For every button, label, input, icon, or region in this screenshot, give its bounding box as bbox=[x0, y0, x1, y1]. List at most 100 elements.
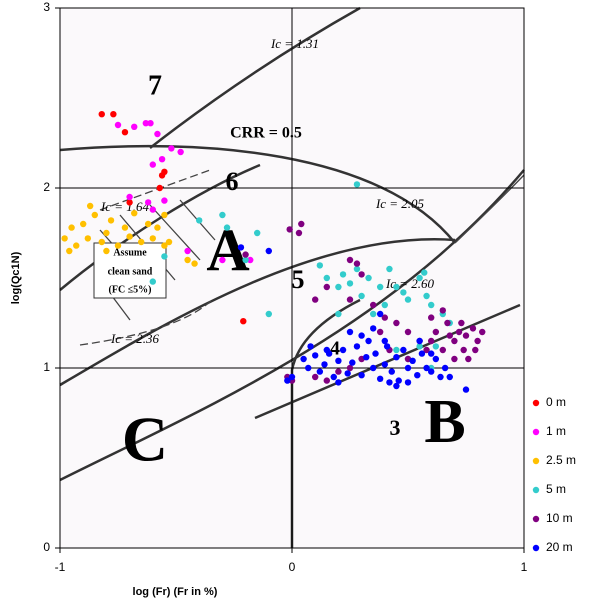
data-point bbox=[316, 262, 324, 269]
data-point bbox=[428, 337, 435, 345]
data-point bbox=[458, 319, 465, 327]
y-tick-label: 0 bbox=[43, 540, 50, 554]
legend-marker bbox=[532, 428, 540, 436]
data-point bbox=[114, 242, 122, 249]
data-point bbox=[156, 184, 163, 192]
data-point bbox=[323, 274, 330, 282]
diagram-label: C bbox=[122, 404, 168, 475]
data-point bbox=[365, 274, 372, 282]
legend-marker bbox=[532, 399, 540, 407]
data-point bbox=[358, 332, 365, 339]
legend-label: 1 m bbox=[546, 424, 566, 438]
data-point bbox=[219, 256, 226, 264]
data-point bbox=[428, 368, 435, 375]
data-point bbox=[393, 283, 400, 291]
data-point bbox=[416, 274, 423, 282]
data-point bbox=[404, 328, 412, 336]
data-point bbox=[335, 368, 342, 375]
data-point bbox=[240, 318, 247, 325]
diagram-label: B bbox=[424, 388, 465, 456]
data-point bbox=[416, 343, 423, 350]
data-point bbox=[416, 337, 423, 345]
data-point bbox=[370, 301, 377, 309]
data-point bbox=[370, 325, 377, 332]
data-point bbox=[121, 224, 129, 231]
data-point bbox=[321, 361, 328, 368]
background-diagram bbox=[59, 6, 525, 548]
y-tick-label: 1 bbox=[43, 360, 50, 374]
data-point bbox=[312, 373, 319, 381]
data-point bbox=[353, 181, 361, 188]
data-point bbox=[61, 235, 68, 242]
legend-label: 10 m bbox=[546, 511, 573, 525]
data-point bbox=[158, 172, 166, 179]
diagram-label: (FC ≤5%) bbox=[109, 284, 152, 295]
data-point bbox=[409, 357, 416, 364]
data-point bbox=[107, 217, 115, 224]
data-point bbox=[346, 280, 354, 287]
data-point bbox=[68, 224, 75, 231]
data-point bbox=[428, 314, 435, 321]
x-tick-label: 1 bbox=[521, 560, 528, 574]
data-point bbox=[376, 310, 384, 318]
data-point bbox=[339, 346, 347, 354]
data-point bbox=[414, 372, 421, 379]
x-axis-label: log (Fr) (Fr in %) bbox=[133, 586, 218, 598]
diagram-label: Ic = 1.31 bbox=[270, 36, 319, 51]
data-point bbox=[284, 377, 291, 384]
data-point bbox=[462, 386, 470, 393]
data-point bbox=[451, 337, 458, 345]
data-point bbox=[154, 224, 161, 231]
data-point bbox=[247, 256, 254, 264]
data-point bbox=[370, 364, 377, 372]
data-point bbox=[353, 265, 361, 273]
data-point bbox=[474, 337, 481, 345]
data-point bbox=[196, 217, 203, 224]
data-point bbox=[353, 260, 361, 267]
data-point bbox=[346, 256, 354, 264]
data-point bbox=[237, 244, 245, 251]
data-point bbox=[144, 199, 152, 206]
data-point bbox=[242, 251, 249, 258]
legend-marker bbox=[532, 457, 540, 465]
legend-marker bbox=[532, 544, 540, 552]
data-point bbox=[370, 310, 377, 318]
x-tick-label: 0 bbox=[289, 560, 296, 574]
data-point bbox=[66, 247, 73, 255]
data-point bbox=[126, 193, 133, 201]
data-point bbox=[381, 361, 388, 368]
data-point bbox=[358, 271, 365, 278]
data-point bbox=[372, 350, 379, 357]
data-point bbox=[363, 354, 370, 361]
diagram-label: Ic = 2.36 bbox=[110, 331, 160, 346]
x-tick-label: -1 bbox=[55, 560, 66, 574]
data-point bbox=[73, 242, 80, 249]
legend-label: 20 m bbox=[546, 540, 573, 554]
diagram-label: clean sand bbox=[108, 266, 153, 277]
legend-marker bbox=[532, 515, 540, 523]
diagram-label: 7 bbox=[148, 70, 162, 101]
data-point bbox=[316, 368, 324, 375]
data-point bbox=[286, 226, 293, 233]
y-axis-label: log(Qc1N) bbox=[10, 251, 22, 304]
data-point bbox=[393, 382, 400, 390]
data-point bbox=[346, 328, 354, 336]
legend-label: 5 m bbox=[546, 482, 566, 496]
diagram-label: Ic = 1.64 bbox=[100, 199, 150, 214]
data-point bbox=[323, 377, 330, 384]
data-point bbox=[335, 283, 342, 291]
data-point bbox=[149, 206, 156, 213]
data-point bbox=[126, 233, 133, 240]
legend-label: 2.5 m bbox=[546, 453, 576, 467]
data-point bbox=[219, 211, 226, 219]
data-point bbox=[323, 346, 330, 354]
data-point bbox=[312, 352, 319, 359]
data-point bbox=[365, 337, 372, 345]
data-point bbox=[428, 301, 435, 309]
data-point bbox=[462, 332, 470, 339]
diagram-label: CRR = 0.5 bbox=[230, 125, 302, 142]
data-point bbox=[404, 296, 412, 303]
diagram-label: 4 bbox=[330, 338, 340, 360]
data-point bbox=[103, 247, 110, 255]
data-point bbox=[404, 379, 412, 386]
